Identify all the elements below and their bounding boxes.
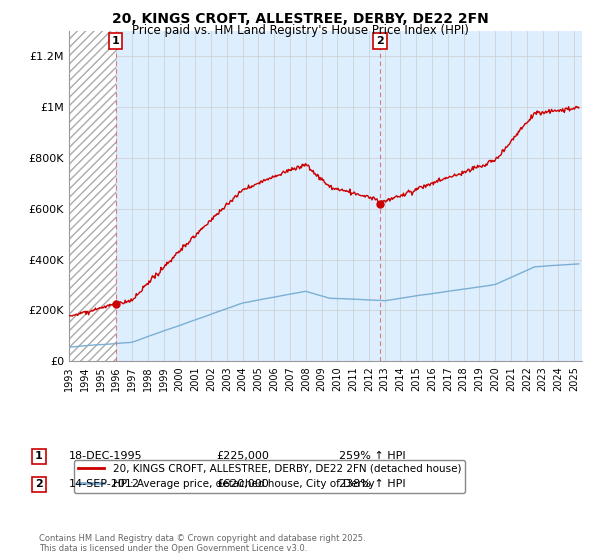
Text: 1: 1	[112, 36, 119, 46]
Text: 259% ↑ HPI: 259% ↑ HPI	[339, 451, 406, 461]
Text: 2: 2	[376, 36, 384, 46]
Text: 238% ↑ HPI: 238% ↑ HPI	[339, 479, 406, 489]
Text: 14-SEP-2012: 14-SEP-2012	[69, 479, 140, 489]
Legend: 20, KINGS CROFT, ALLESTREE, DERBY, DE22 2FN (detached house), HPI: Average price: 20, KINGS CROFT, ALLESTREE, DERBY, DE22 …	[74, 460, 466, 493]
Text: £225,000: £225,000	[216, 451, 269, 461]
Text: 18-DEC-1995: 18-DEC-1995	[69, 451, 143, 461]
Text: 20, KINGS CROFT, ALLESTREE, DERBY, DE22 2FN: 20, KINGS CROFT, ALLESTREE, DERBY, DE22 …	[112, 12, 488, 26]
Text: £620,000: £620,000	[216, 479, 269, 489]
Text: Price paid vs. HM Land Registry's House Price Index (HPI): Price paid vs. HM Land Registry's House …	[131, 24, 469, 37]
Text: Contains HM Land Registry data © Crown copyright and database right 2025.
This d: Contains HM Land Registry data © Crown c…	[39, 534, 365, 553]
Text: 2: 2	[35, 479, 43, 489]
Text: 1: 1	[35, 451, 43, 461]
Bar	[69, 31, 116, 361]
